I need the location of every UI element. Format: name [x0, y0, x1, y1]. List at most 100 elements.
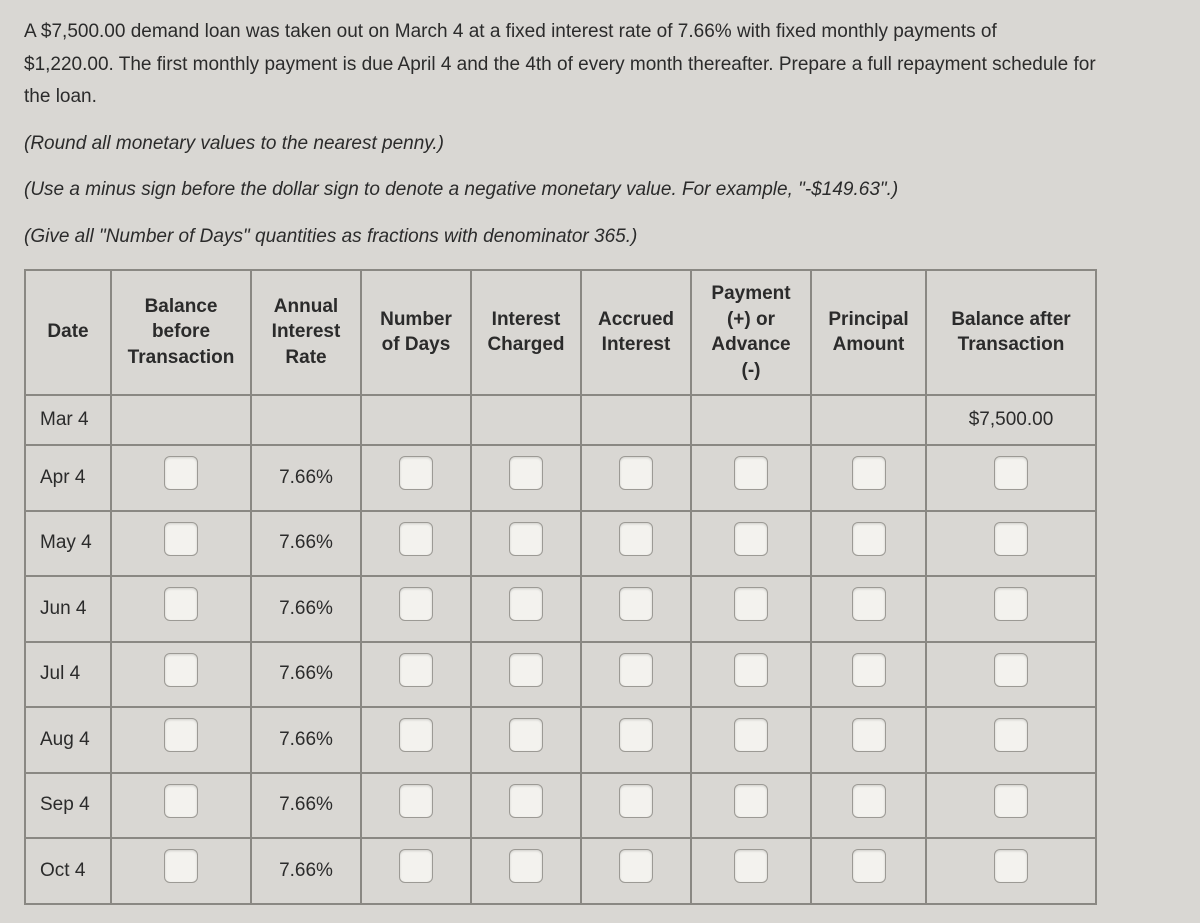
- cell-payment: [691, 642, 811, 708]
- cell-payment: [691, 838, 811, 904]
- repayment-table: Date Balance before Transaction Annual I…: [24, 269, 1097, 905]
- cell-interest-charged-input[interactable]: [509, 653, 543, 687]
- cell-accrued-interest-input[interactable]: [619, 849, 653, 883]
- cell-interest-charged: [471, 707, 581, 773]
- cell-balance-before-input[interactable]: [164, 718, 198, 752]
- cell-number-of-days: [361, 773, 471, 839]
- col-balance-after: Balance after Transaction: [926, 270, 1096, 395]
- cell-accrued-interest-input[interactable]: [619, 456, 653, 490]
- cell-balance-after-input[interactable]: [994, 849, 1028, 883]
- cell-balance-after-input[interactable]: [994, 587, 1028, 621]
- cell-number-of-days: [361, 395, 471, 446]
- cell-date: Oct 4: [25, 838, 111, 904]
- cell-balance-after-input[interactable]: [994, 784, 1028, 818]
- cell-balance-before: [111, 576, 251, 642]
- col-principal: Principal Amount: [811, 270, 926, 395]
- cell-principal: [811, 642, 926, 708]
- cell-balance-before-input[interactable]: [164, 784, 198, 818]
- cell-principal: [811, 511, 926, 577]
- cell-rate: [251, 395, 361, 446]
- cell-interest-charged: [471, 642, 581, 708]
- table-row: Oct 47.66%: [25, 838, 1096, 904]
- cell-number-of-days-input[interactable]: [399, 522, 433, 556]
- cell-payment-input[interactable]: [734, 784, 768, 818]
- cell-interest-charged: [471, 395, 581, 446]
- cell-number-of-days-input[interactable]: [399, 587, 433, 621]
- cell-accrued-interest: [581, 511, 691, 577]
- cell-principal-input[interactable]: [852, 653, 886, 687]
- cell-principal-input[interactable]: [852, 784, 886, 818]
- cell-number-of-days-input[interactable]: [399, 456, 433, 490]
- cell-principal-input[interactable]: [852, 849, 886, 883]
- cell-number-of-days: [361, 707, 471, 773]
- cell-balance-after: [926, 838, 1096, 904]
- cell-number-of-days-input[interactable]: [399, 653, 433, 687]
- cell-accrued-interest-input[interactable]: [619, 718, 653, 752]
- cell-interest-charged-input[interactable]: [509, 456, 543, 490]
- cell-rate: 7.66%: [251, 773, 361, 839]
- cell-principal: [811, 707, 926, 773]
- cell-date: Mar 4: [25, 395, 111, 446]
- cell-balance-after-input[interactable]: [994, 653, 1028, 687]
- cell-number-of-days: [361, 576, 471, 642]
- cell-balance-after: [926, 642, 1096, 708]
- cell-payment: [691, 395, 811, 446]
- cell-accrued-interest: [581, 773, 691, 839]
- cell-date: Jul 4: [25, 642, 111, 708]
- cell-principal: [811, 576, 926, 642]
- cell-accrued-interest: [581, 395, 691, 446]
- cell-interest-charged-input[interactable]: [509, 784, 543, 818]
- cell-balance-after-input[interactable]: [994, 522, 1028, 556]
- cell-accrued-interest-input[interactable]: [619, 653, 653, 687]
- cell-principal-input[interactable]: [852, 587, 886, 621]
- col-balance-before: Balance before Transaction: [111, 270, 251, 395]
- cell-number-of-days-input[interactable]: [399, 784, 433, 818]
- cell-interest-charged-input[interactable]: [509, 522, 543, 556]
- cell-payment-input[interactable]: [734, 522, 768, 556]
- table-row: Jul 4 7.66%: [25, 642, 1096, 708]
- cell-balance-before: [111, 773, 251, 839]
- cell-principal: [811, 395, 926, 446]
- cell-payment-input[interactable]: [734, 849, 768, 883]
- problem-line: A $7,500.00 demand loan was taken out on…: [24, 18, 1176, 47]
- cell-payment-input[interactable]: [734, 718, 768, 752]
- cell-payment: [691, 773, 811, 839]
- table-row: Aug 47.66%: [25, 707, 1096, 773]
- cell-interest-charged-input[interactable]: [509, 849, 543, 883]
- col-interest-charged: Interest Charged: [471, 270, 581, 395]
- cell-payment: [691, 576, 811, 642]
- cell-balance-before-input[interactable]: [164, 587, 198, 621]
- instruction-line: (Round all monetary values to the neares…: [24, 130, 1176, 159]
- cell-payment-input[interactable]: [734, 653, 768, 687]
- cell-interest-charged-input[interactable]: [509, 718, 543, 752]
- cell-balance-before-input[interactable]: [164, 653, 198, 687]
- cell-accrued-interest-input[interactable]: [619, 522, 653, 556]
- cell-payment-input[interactable]: [734, 456, 768, 490]
- cell-accrued-interest-input[interactable]: [619, 587, 653, 621]
- cell-balance-after-input[interactable]: [994, 456, 1028, 490]
- cell-balance-before-input[interactable]: [164, 522, 198, 556]
- table-row: Jun 47.66%: [25, 576, 1096, 642]
- cell-balance-before-input[interactable]: [164, 849, 198, 883]
- cell-payment-input[interactable]: [734, 587, 768, 621]
- cell-rate: 7.66%: [251, 642, 361, 708]
- cell-accrued-interest: [581, 707, 691, 773]
- problem-line: $1,220.00. The first monthly payment is …: [24, 51, 1176, 80]
- cell-balance-before-input[interactable]: [164, 456, 198, 490]
- cell-principal-input[interactable]: [852, 522, 886, 556]
- cell-principal-input[interactable]: [852, 456, 886, 490]
- cell-accrued-interest-input[interactable]: [619, 784, 653, 818]
- cell-number-of-days-input[interactable]: [399, 718, 433, 752]
- cell-number-of-days: [361, 838, 471, 904]
- cell-balance-before: [111, 838, 251, 904]
- cell-interest-charged: [471, 445, 581, 511]
- cell-interest-charged-input[interactable]: [509, 587, 543, 621]
- cell-principal: [811, 773, 926, 839]
- cell-balance-after: [926, 707, 1096, 773]
- cell-payment: [691, 707, 811, 773]
- cell-interest-charged: [471, 576, 581, 642]
- cell-balance-after-input[interactable]: [994, 718, 1028, 752]
- cell-accrued-interest: [581, 576, 691, 642]
- cell-number-of-days-input[interactable]: [399, 849, 433, 883]
- cell-principal-input[interactable]: [852, 718, 886, 752]
